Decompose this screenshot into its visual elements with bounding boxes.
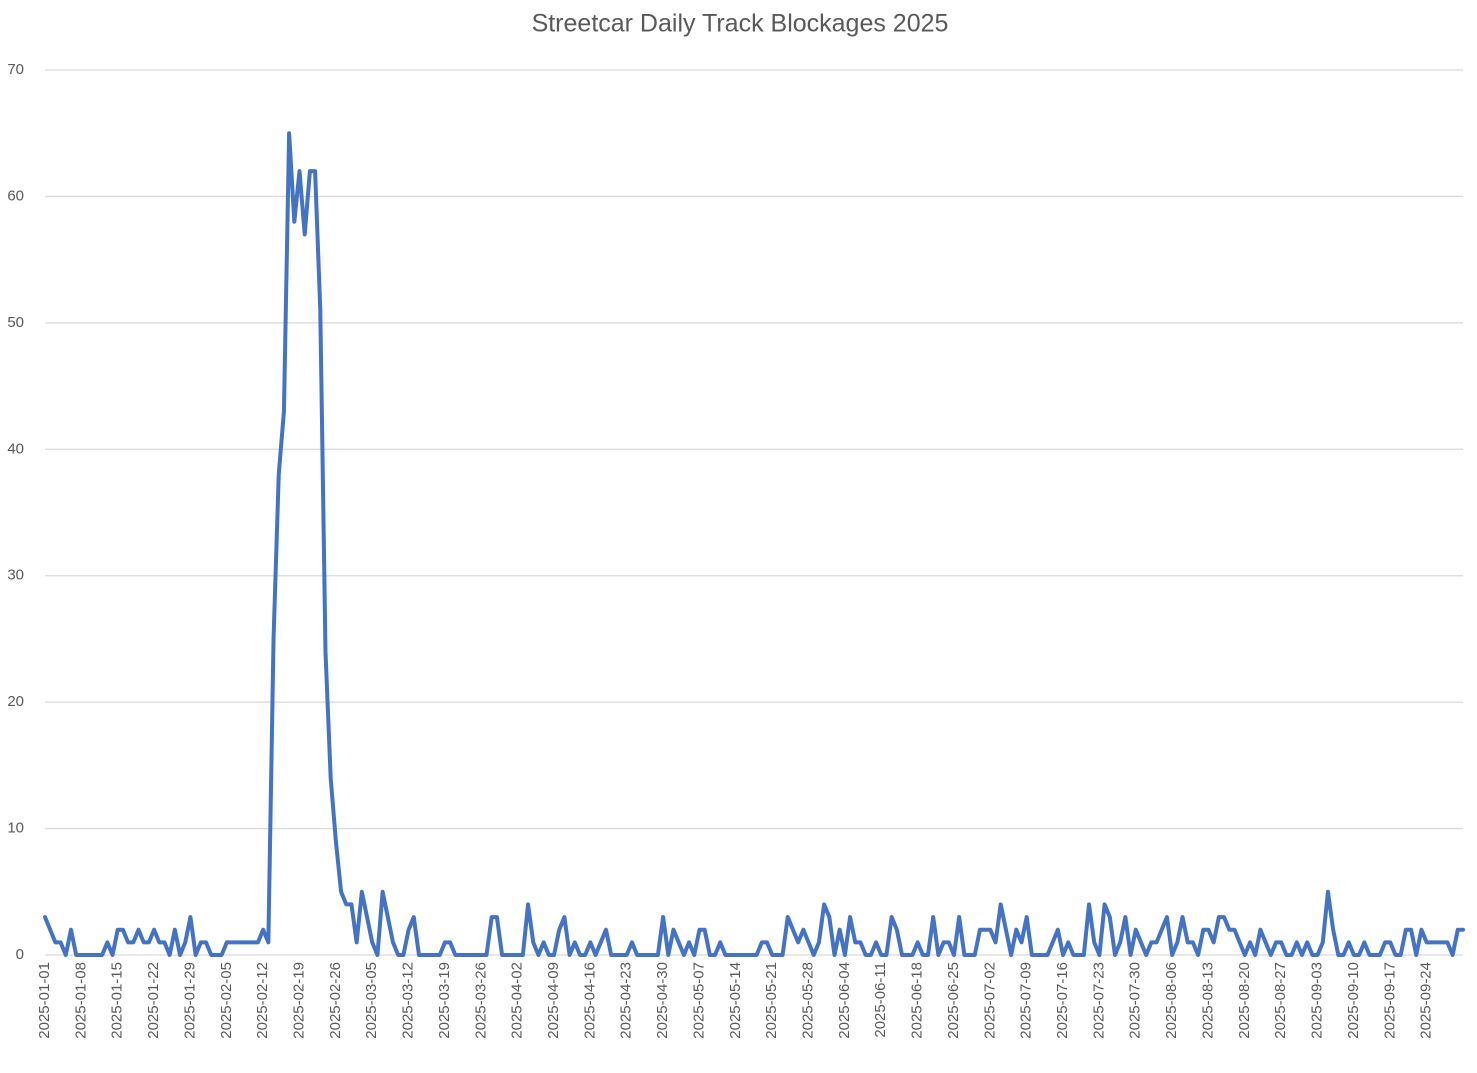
- x-tick-label: 2025-06-11: [872, 962, 889, 1038]
- x-tick-label: 2025-07-02: [981, 962, 998, 1039]
- x-tick-label: 2025-07-16: [1054, 962, 1071, 1039]
- x-tick-label: 2025-06-04: [836, 962, 853, 1039]
- x-tick-label: 2025-09-17: [1381, 962, 1398, 1039]
- y-tick-label: 40: [7, 440, 24, 457]
- x-tick-label: 2025-05-21: [763, 962, 780, 1039]
- x-tick-label: 2025-01-01: [36, 962, 53, 1039]
- x-tick-label: 2025-08-27: [1272, 962, 1289, 1039]
- x-tick-label: 2025-04-30: [654, 962, 671, 1039]
- x-tick-label: 2025-09-03: [1309, 962, 1326, 1039]
- y-tick-label: 60: [7, 187, 24, 204]
- x-tick-label: 2025-04-23: [618, 962, 635, 1039]
- x-tick-label: 2025-05-14: [727, 962, 744, 1039]
- y-tick-label: 50: [7, 314, 24, 331]
- x-tick-label: 2025-06-18: [909, 962, 926, 1039]
- x-tick-label: 2025-01-22: [145, 962, 162, 1039]
- x-tick-label: 2025-01-15: [109, 962, 126, 1039]
- x-tick-label: 2025-04-09: [545, 962, 562, 1039]
- x-tick-label: 2025-05-28: [800, 962, 817, 1039]
- x-tick-label: 2025-02-26: [327, 962, 344, 1039]
- y-tick-label: 0: [16, 946, 24, 963]
- x-tick-label: 2025-08-13: [1199, 962, 1216, 1039]
- x-tick-label: 2025-09-10: [1345, 962, 1362, 1039]
- x-tick-label: 2025-03-19: [436, 962, 453, 1039]
- x-tick-label: 2025-08-20: [1236, 962, 1253, 1039]
- x-tick-label: 2025-02-12: [254, 962, 271, 1039]
- x-tick-label: 2025-07-30: [1127, 962, 1144, 1039]
- x-tick-label: 2025-02-05: [218, 962, 235, 1039]
- y-tick-label: 20: [7, 693, 24, 710]
- y-tick-label: 30: [7, 567, 24, 584]
- data-line: [43, 131, 1465, 957]
- x-tick-label: 2025-07-23: [1090, 962, 1107, 1039]
- y-tick-label: 70: [7, 61, 24, 78]
- x-tick-label: 2025-09-24: [1418, 962, 1435, 1039]
- x-tick-label: 2025-03-05: [363, 962, 380, 1039]
- x-tick-label: 2025-03-12: [400, 962, 417, 1039]
- y-tick-label: 10: [7, 820, 24, 837]
- x-tick-label: 2025-01-08: [72, 962, 89, 1039]
- x-tick-label: 2025-02-19: [290, 962, 307, 1039]
- x-tick-label: 2025-04-16: [581, 962, 598, 1039]
- x-tick-label: 2025-01-29: [181, 962, 198, 1039]
- chart-title: Streetcar Daily Track Blockages 2025: [532, 10, 949, 38]
- x-tick-label: 2025-08-06: [1163, 962, 1180, 1039]
- x-tick-label: 2025-03-26: [472, 962, 489, 1039]
- x-tick-label: 2025-05-07: [690, 962, 707, 1039]
- x-tick-label: 2025-07-09: [1018, 962, 1035, 1039]
- x-tick-label: 2025-06-25: [945, 962, 962, 1039]
- x-tick-label: 2025-04-02: [509, 962, 526, 1039]
